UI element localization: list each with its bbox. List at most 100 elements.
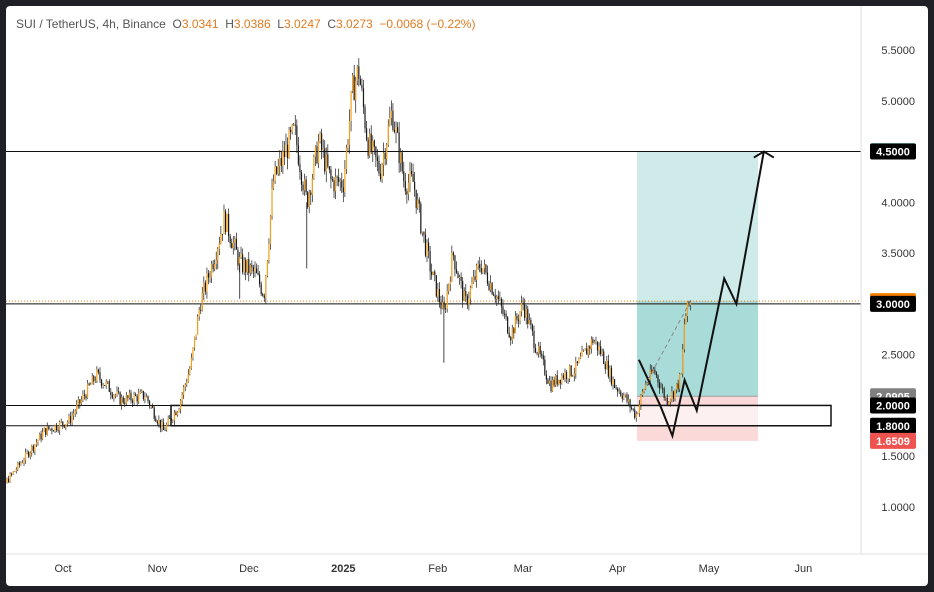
- candle-body: [260, 284, 262, 295]
- candle-body: [325, 154, 327, 172]
- candle-body: [455, 269, 458, 273]
- candle-body: [156, 421, 158, 424]
- support-zone-box: [170, 404, 832, 427]
- candle-body: [666, 397, 668, 405]
- candle-body: [567, 378, 569, 380]
- candle-body: [7, 478, 10, 483]
- candle-body: [207, 273, 210, 278]
- candle-body: [243, 260, 245, 272]
- candle-body: [590, 339, 592, 349]
- candle-body: [344, 169, 346, 193]
- candle-body: [296, 125, 298, 146]
- candle-body: [74, 411, 76, 414]
- candle-body: [634, 409, 636, 418]
- candle-body: [94, 380, 96, 382]
- candle-body: [617, 388, 619, 392]
- candle-body: [674, 389, 676, 399]
- candle-body: [460, 276, 462, 281]
- candle-body: [379, 173, 382, 180]
- candle-body: [431, 271, 433, 275]
- candle-body: [497, 296, 499, 300]
- candle-body: [206, 273, 208, 292]
- candle-body: [117, 391, 120, 393]
- candle-body: [516, 315, 518, 320]
- x-tick-label: Oct: [54, 563, 71, 575]
- candle-body: [638, 404, 640, 414]
- candle-body: [18, 462, 20, 465]
- candle-body: [503, 313, 506, 315]
- candle-body: [559, 379, 561, 384]
- candle-body: [254, 268, 256, 272]
- candle-body: [314, 146, 317, 157]
- candle-body: [477, 263, 479, 266]
- axes: 5.5000 5.0000 4.5000 4.0000 3.5000 3.0000 2.50…: [6, 6, 928, 575]
- candle-body: [28, 451, 30, 457]
- candle-body: [175, 412, 177, 416]
- candle-body: [12, 471, 14, 475]
- candle-body: [104, 385, 106, 387]
- candle-body: [530, 319, 532, 325]
- change-value: −0.0068 (−0.22%): [379, 17, 476, 31]
- candle-body: [640, 395, 642, 405]
- candle-body: [548, 380, 551, 384]
- candle-body: [288, 129, 290, 159]
- candle-body: [105, 381, 107, 386]
- candle-body: [556, 375, 558, 385]
- candle-body: [76, 404, 78, 412]
- candle-body: [641, 391, 644, 396]
- candle-body: [52, 430, 55, 432]
- candle-body: [510, 337, 512, 341]
- candle-body: [375, 146, 377, 158]
- candle-body: [166, 424, 168, 431]
- candle-body: [231, 243, 233, 249]
- candle-body: [493, 294, 495, 296]
- candle-body: [542, 355, 544, 360]
- candle-body: [46, 426, 48, 435]
- candle-body: [407, 182, 410, 195]
- candle-body: [235, 238, 237, 250]
- candle-body: [514, 315, 516, 334]
- close-value: 3.0273: [336, 17, 373, 31]
- candle-body: [245, 260, 247, 273]
- candle-body: [620, 391, 622, 396]
- candle-body: [499, 298, 501, 300]
- open-label: O: [172, 17, 182, 31]
- candle-body: [601, 351, 603, 355]
- candle-body: [365, 128, 368, 140]
- candle-body: [232, 242, 234, 249]
- candle-body: [474, 276, 476, 280]
- candle-body: [152, 405, 154, 408]
- entry-to-price-dashed-line: [644, 300, 692, 386]
- candle-body: [59, 421, 61, 431]
- candle-body: [393, 129, 396, 132]
- candle-body: [655, 372, 658, 376]
- candle-body: [96, 369, 98, 381]
- candle-body: [589, 346, 591, 349]
- candle-body: [31, 445, 33, 453]
- candle-body: [37, 440, 39, 443]
- candle-body: [547, 379, 549, 384]
- candle-body: [519, 311, 521, 321]
- candle-body: [308, 192, 310, 208]
- candle-body: [445, 308, 447, 310]
- candle-body: [192, 347, 194, 358]
- y-tick-label: 1.5000: [881, 451, 915, 463]
- candle-body: [125, 395, 127, 404]
- price-chart[interactable]: 5.5000 5.0000 4.5000 4.0000 3.5000 3.0000 2.50…: [6, 6, 928, 586]
- candle-body: [179, 400, 182, 410]
- candle-body: [649, 369, 651, 381]
- candle-body: [362, 88, 365, 108]
- candle-body: [283, 151, 286, 157]
- candle-body: [60, 421, 62, 423]
- candle-body: [472, 276, 475, 283]
- price-tag: [870, 397, 916, 414]
- candle-body: [654, 369, 656, 373]
- candle-body: [181, 394, 183, 401]
- candle-body: [555, 375, 557, 386]
- candle-body: [302, 184, 304, 191]
- candle-body: [364, 107, 366, 129]
- candle-body: [122, 397, 124, 403]
- candle-body: [565, 372, 568, 379]
- candle-body: [479, 263, 481, 268]
- candle-body: [403, 171, 405, 182]
